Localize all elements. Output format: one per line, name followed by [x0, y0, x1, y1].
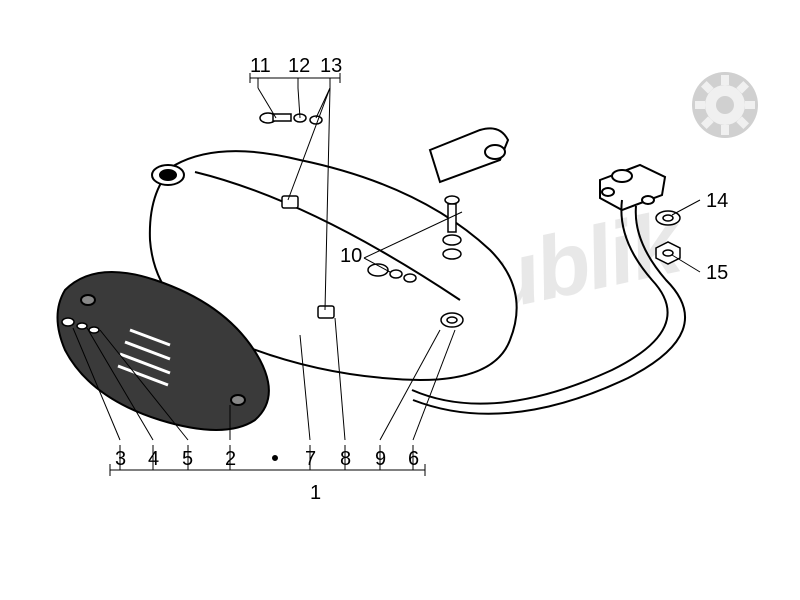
callout-4: 4	[148, 448, 159, 471]
gear-icon	[690, 70, 760, 140]
callout-10: 10	[340, 245, 362, 268]
callout-9: 9	[375, 448, 386, 471]
callout-7: 7	[305, 448, 316, 471]
callout-6: 6	[408, 448, 419, 471]
callout-13: 13	[320, 55, 342, 78]
callout-5: 5	[182, 448, 193, 471]
callout-14: 14	[706, 190, 728, 213]
callout-15: 15	[706, 262, 728, 285]
callout-8: 8	[340, 448, 351, 471]
callout-12: 12	[288, 55, 310, 78]
callout-3: 3	[115, 448, 126, 471]
callout-11: 11	[250, 55, 271, 78]
parts-diagram	[0, 0, 800, 600]
callout-1: 1	[310, 482, 321, 505]
callout-2: 2	[225, 448, 236, 471]
